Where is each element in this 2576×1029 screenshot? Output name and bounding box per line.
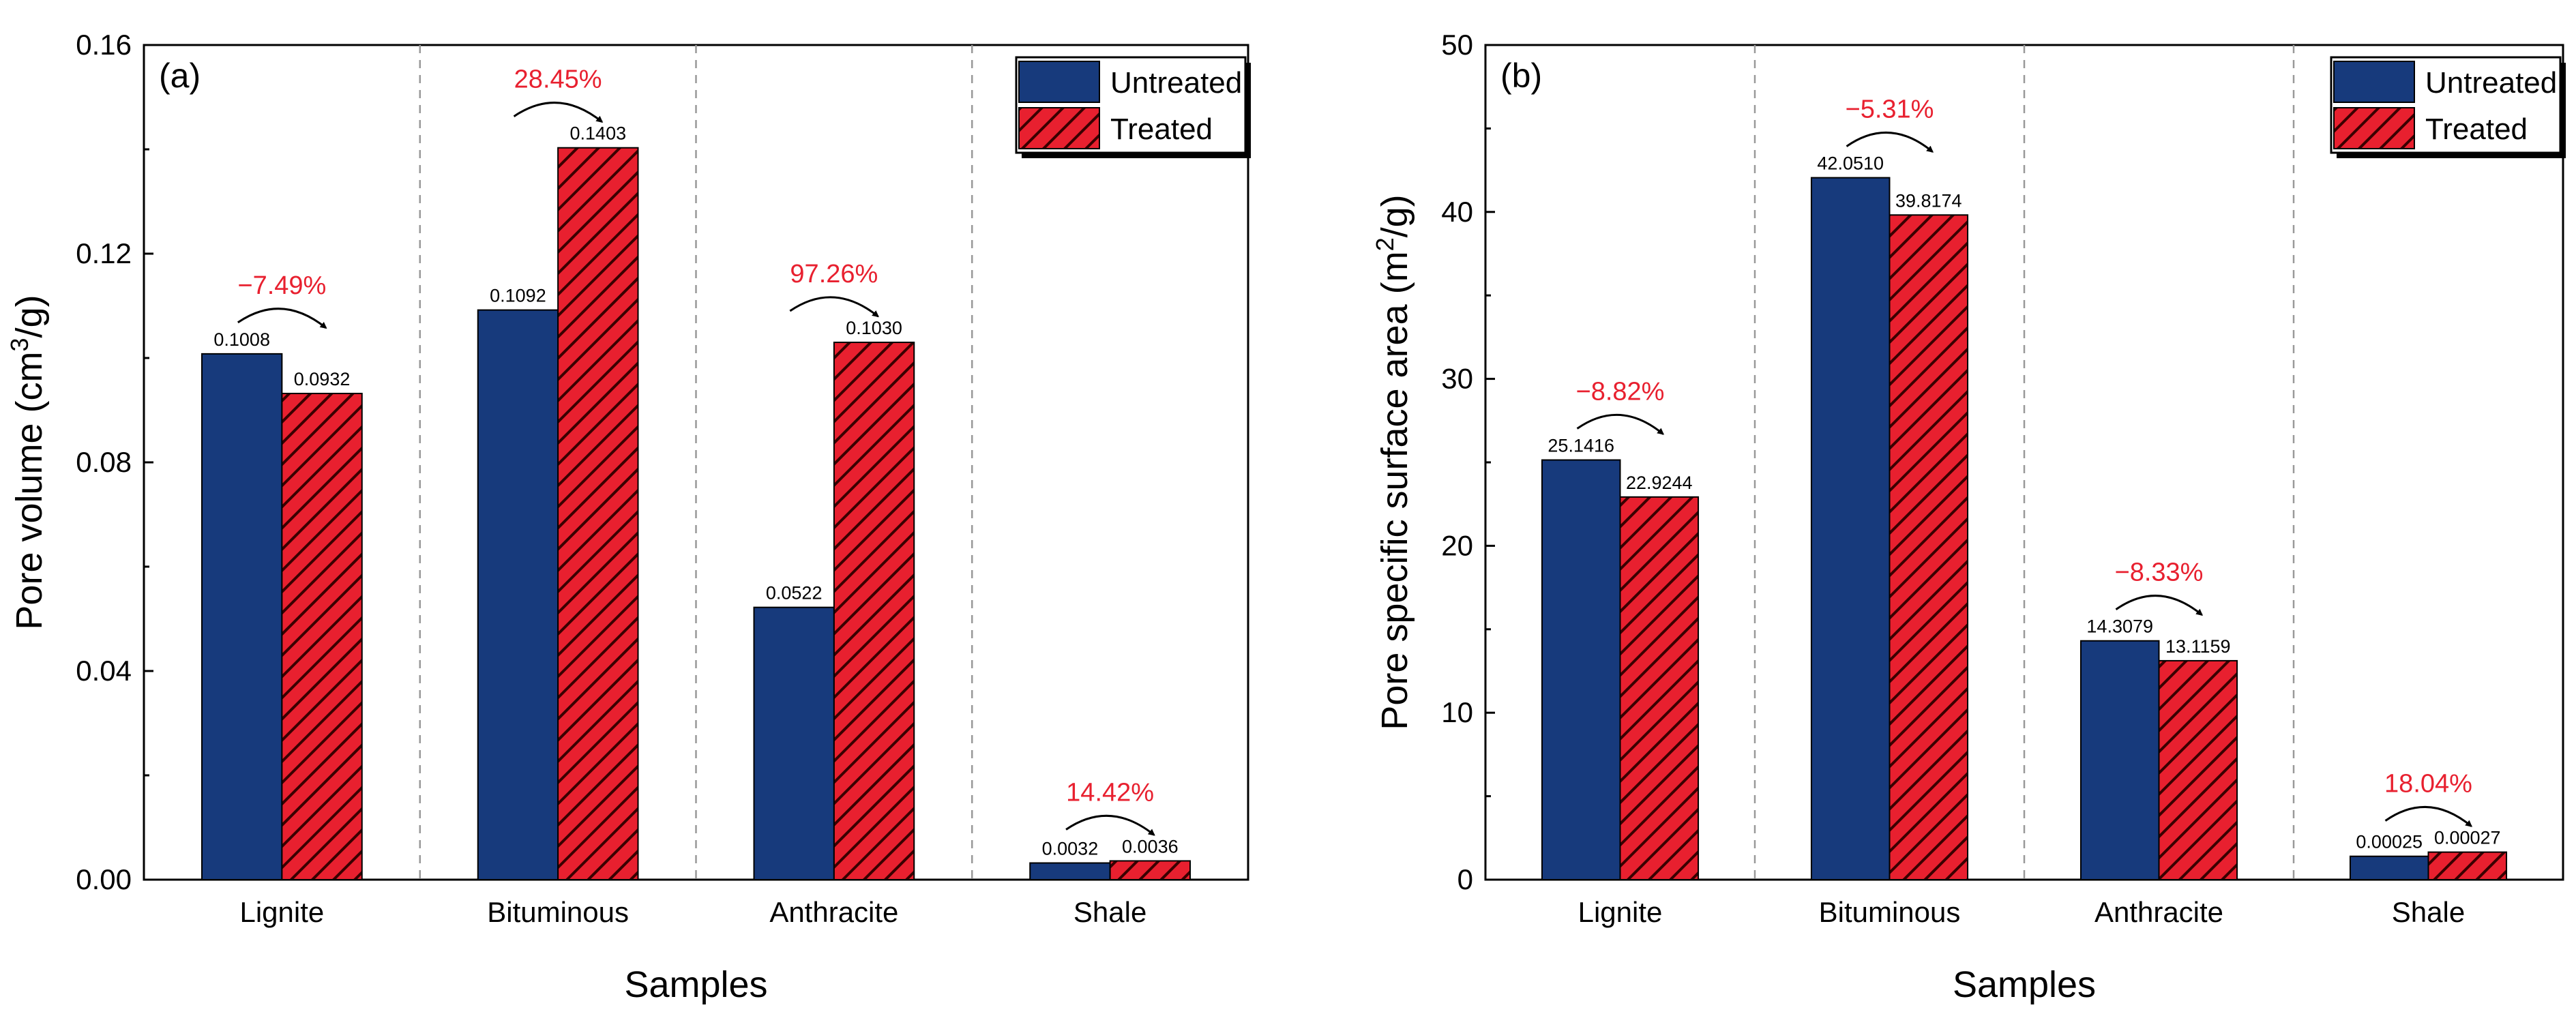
legend-label-untreated: Untreated	[1110, 66, 1242, 100]
bar-treated	[1109, 860, 1191, 880]
panel-a: 0.00 0.04 0.08 0.12 0.16 Pore volume (cm3/g) L…	[5, 29, 1251, 1005]
bar-untreated	[1541, 459, 1621, 880]
value-label-untreated: 14.3079	[2086, 616, 2153, 637]
y-tick-label: 10	[1441, 696, 1473, 728]
x-tick-label: Anthracite	[769, 896, 898, 928]
change-percent: 14.42%	[1066, 778, 1154, 807]
change-percent: 18.04%	[2384, 770, 2472, 799]
y-axis-label: Pore volume (cm3/g)	[5, 295, 50, 629]
y-tick-label: 50	[1441, 29, 1473, 61]
change-arrow	[1576, 413, 1665, 435]
y-axis-label-tail: /g)	[1374, 194, 1415, 237]
change-percent: 28.45%	[514, 65, 602, 94]
panel-label: (a)	[159, 57, 201, 95]
value-label-untreated: 0.1008	[213, 329, 270, 350]
change-percent: 97.26%	[790, 260, 878, 288]
y-axis-label: Pore specific surface area (m2/g)	[1371, 194, 1415, 730]
change-percent: −5.31%	[1846, 95, 1934, 124]
x-tick-label: Shale	[2392, 896, 2465, 928]
y-tick-label: 0.04	[76, 655, 132, 687]
change-arrow	[789, 296, 879, 318]
change-percent: −8.82%	[1576, 378, 1665, 406]
value-label-untreated: 0.1092	[490, 286, 546, 306]
change-arrow	[1065, 814, 1155, 836]
x-tick-label: Lignite	[239, 896, 324, 928]
bar-untreated	[477, 309, 559, 880]
x-tick-label: Bituminous	[487, 896, 629, 928]
y-tick-label: 0.00	[76, 863, 132, 895]
legend-label-treated: Treated	[2425, 113, 2528, 146]
value-label-untreated: 25.1416	[1548, 436, 1614, 456]
legend-swatch-untreated	[1018, 61, 1100, 103]
value-label-treated: 0.1030	[846, 318, 902, 338]
value-label-untreated: 0.0032	[1042, 839, 1099, 859]
value-label-treated: 0.1403	[570, 123, 627, 144]
y-tick-label: 30	[1441, 363, 1473, 395]
value-label-untreated: 0.00025	[2356, 832, 2423, 852]
y-axis-label-superscript: 2	[1371, 237, 1399, 251]
legend-swatch-treated	[2333, 107, 2415, 149]
x-axis-label: Samples	[1953, 964, 2096, 1005]
change-arrow	[2384, 805, 2473, 827]
y-tick-label: 0.16	[76, 29, 132, 61]
bar-treated	[1619, 496, 1700, 880]
change-arrow	[513, 102, 604, 123]
bar-untreated	[753, 606, 835, 880]
bar-untreated	[1810, 177, 1891, 880]
x-axis-label: Samples	[624, 964, 767, 1005]
value-label-treated: 0.00027	[2434, 828, 2501, 848]
bar-untreated	[2349, 855, 2429, 881]
bar-treated	[2427, 851, 2508, 881]
change-percent: −8.33%	[2115, 558, 2204, 587]
change-arrow	[2115, 595, 2204, 616]
bar-treated	[1889, 214, 1969, 881]
bar-untreated	[2079, 640, 2160, 880]
change-arrow	[237, 308, 327, 329]
y-tick-label: 0	[1457, 863, 1473, 895]
legend-swatch-treated	[1018, 107, 1100, 149]
x-tick-label: Anthracite	[2094, 896, 2223, 928]
bar-treated	[2158, 659, 2238, 881]
y-tick-label: 0.08	[76, 446, 132, 478]
y-axis-label-superscript: 3	[5, 338, 33, 351]
x-tick-label: Lignite	[1578, 896, 1663, 928]
bar-untreated	[1029, 862, 1111, 881]
panel-b: 0 10 20 30 40 50 Pore specific surface area (m…	[1371, 29, 2566, 1005]
y-tick-label: 20	[1441, 529, 1473, 561]
legend-swatch-untreated	[2333, 61, 2415, 103]
change-arrow	[1846, 131, 1934, 153]
value-label-untreated: 42.0510	[1817, 153, 1884, 174]
panel-label: (b)	[1500, 57, 1542, 95]
y-tick-label: 40	[1441, 196, 1473, 228]
value-label-treated: 13.1159	[2165, 636, 2231, 657]
value-label-untreated: 0.0522	[766, 583, 823, 603]
change-percent: −7.49%	[237, 271, 326, 300]
y-axis-label-main: Pore specific surface area (m	[1374, 251, 1415, 730]
value-label-treated: 39.8174	[1895, 190, 1962, 211]
value-label-treated: 22.9244	[1626, 473, 1693, 493]
y-axis-label-main: Pore volume (cm	[9, 351, 50, 629]
value-label-treated: 0.0932	[294, 369, 351, 389]
x-tick-label: Shale	[1074, 896, 1146, 928]
legend-label-untreated: Untreated	[2425, 66, 2557, 100]
legend-label-treated: Treated	[1110, 113, 1213, 146]
bar-treated	[281, 393, 363, 880]
bar-untreated	[201, 353, 283, 880]
y-tick-label: 0.12	[76, 237, 132, 269]
value-label-treated: 0.0036	[1122, 836, 1179, 856]
x-tick-label: Bituminous	[1819, 896, 1961, 928]
bar-treated	[833, 342, 915, 880]
y-axis-label-tail: /g)	[9, 295, 50, 338]
bar-treated	[557, 147, 639, 881]
